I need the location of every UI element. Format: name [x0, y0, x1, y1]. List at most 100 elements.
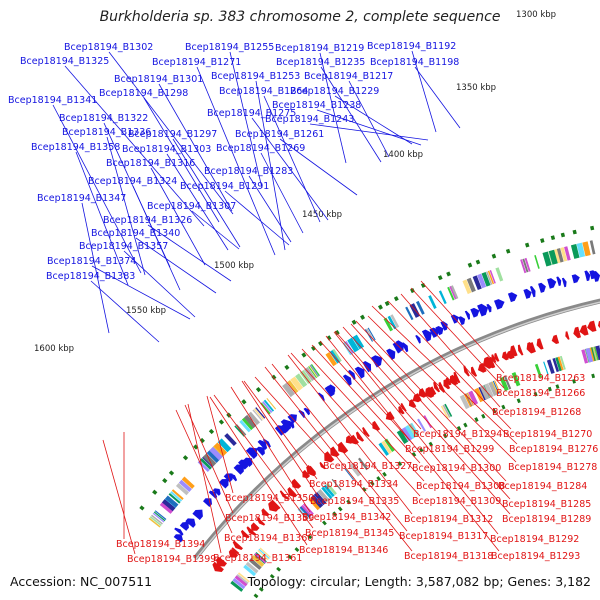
outer-green-mark — [218, 419, 225, 425]
forward-gene-label: Bcep18194_B1229 — [290, 86, 379, 97]
inner-cog-block — [331, 478, 342, 491]
outer-cog-block — [153, 511, 166, 522]
inner-cog-block — [323, 484, 335, 498]
outer-cog-block — [347, 337, 360, 353]
forward-gene-leader — [191, 210, 240, 250]
reverse-gene-arrow — [338, 441, 349, 454]
inner-cog-block — [344, 468, 354, 481]
inner-cog-block — [248, 558, 262, 570]
outer-green-mark — [572, 229, 577, 235]
inner-cog-block — [236, 573, 249, 585]
outer-green-mark — [384, 300, 390, 307]
forward-gene-arrow — [470, 307, 480, 318]
outer-cog-block — [252, 409, 263, 421]
outer-cog-block — [534, 255, 540, 269]
scale-tick-label: 1400 kbp — [383, 150, 423, 160]
forward-gene-arrow — [435, 326, 444, 336]
forward-gene-label: Bcep18194_B1238 — [272, 100, 361, 111]
inner-green-mark — [397, 461, 403, 467]
outer-cog-block — [462, 279, 472, 295]
reverse-gene-arrow — [418, 388, 427, 398]
inner-cog-block — [534, 363, 543, 378]
inner-cog-block — [494, 380, 501, 394]
inner-cog-block — [594, 346, 599, 361]
reverse-gene-leader — [334, 330, 422, 430]
reverse-gene-arrow — [487, 356, 496, 369]
outer-green-mark — [475, 259, 481, 265]
forward-gene-leader — [172, 138, 241, 248]
outer-cog-block — [495, 267, 504, 282]
outer-cog-block — [290, 376, 304, 391]
reverse-gene-arrow — [324, 451, 335, 463]
reverse-gene-label: Bcep18194_B1334 — [309, 479, 398, 490]
forward-gene-arrow — [354, 366, 365, 379]
inner-green-mark — [456, 425, 462, 431]
reverse-gene-leader — [184, 404, 234, 514]
inner-cog-block — [232, 578, 246, 590]
inner-cog-block — [259, 547, 271, 558]
outer-green-mark — [168, 470, 175, 476]
reverse-gene-arrow — [256, 517, 266, 526]
reverse-gene-arrow — [551, 334, 560, 344]
forward-gene-arrow — [348, 369, 356, 380]
outer-green-mark — [334, 330, 340, 336]
inner-green-mark — [287, 554, 293, 560]
forward-gene-leader — [147, 224, 232, 282]
forward-gene-arrow — [556, 276, 562, 286]
reverse-gene-leader — [325, 335, 500, 552]
reverse-gene-leader — [213, 394, 314, 529]
scale-tick-label: 1450 kbp — [302, 210, 342, 220]
outer-cog-block — [181, 476, 195, 489]
outer-green-mark — [255, 386, 262, 393]
reverse-gene-leader — [254, 376, 332, 462]
reverse-gene-leader — [387, 300, 512, 430]
outer-green-mark — [524, 242, 530, 248]
inner-cog-block — [325, 482, 337, 496]
outer-green-mark — [139, 505, 145, 511]
forward-gene-label: Bcep18194_B1264 — [219, 86, 308, 97]
reverse-gene-arrow — [477, 363, 487, 373]
inner-green-mark — [332, 511, 338, 517]
outer-cog-block — [148, 517, 161, 528]
inner-cog-block — [468, 390, 479, 406]
reverse-gene-label: Bcep18194_B1345 — [305, 528, 394, 539]
outer-cog-block — [151, 514, 163, 525]
forward-gene-arrow — [212, 488, 221, 496]
inner-green-mark — [442, 433, 448, 439]
accession-text: Accession: NC_007511 — [10, 574, 153, 589]
forward-gene-arrow — [386, 348, 396, 360]
inner-cog-block — [511, 371, 521, 387]
forward-gene-arrow — [440, 321, 448, 331]
inner-green-mark — [269, 574, 275, 579]
forward-gene-label: Bcep18194_B1341 — [8, 95, 97, 106]
forward-gene-arrow — [371, 355, 383, 368]
forward-gene-label: Bcep18194_B1255 — [185, 42, 274, 53]
inner-green-mark — [258, 587, 264, 592]
reverse-gene-leader — [102, 439, 136, 555]
outer-cog-block — [415, 300, 425, 315]
reverse-gene-leader — [243, 380, 318, 480]
outer-cog-block — [209, 446, 224, 461]
reverse-gene-arrow — [501, 351, 509, 361]
outer-green-mark — [182, 455, 189, 461]
inner-green-mark — [322, 520, 327, 526]
inner-cog-block — [499, 376, 509, 392]
forward-gene-arrow — [218, 479, 229, 489]
outer-green-mark — [446, 271, 451, 277]
outer-cog-block — [352, 334, 365, 350]
outer-green-mark — [378, 304, 383, 310]
inner-green-mark — [419, 447, 424, 453]
inner-cog-block — [237, 572, 250, 583]
outer-green-mark — [420, 282, 426, 288]
inner-cog-block — [321, 486, 333, 499]
forward-gene-label: Bcep18194_B1302 — [64, 42, 153, 53]
inner-cog-block — [310, 494, 324, 508]
forward-gene-arrow — [228, 473, 238, 482]
reverse-gene-leader — [371, 305, 518, 445]
inner-green-mark — [337, 506, 343, 512]
outer-cog-block — [247, 411, 261, 426]
outer-cog-block — [390, 314, 400, 328]
forward-gene-arrow — [342, 374, 352, 386]
